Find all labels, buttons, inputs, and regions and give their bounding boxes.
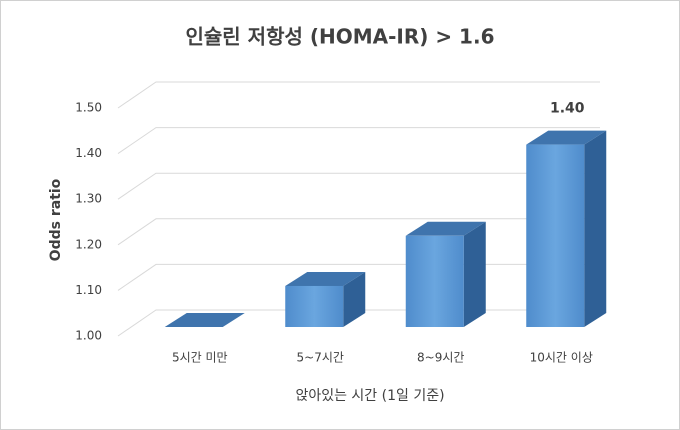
x-axis-title: 앉아있는 시간 (1일 기준) xyxy=(295,388,444,404)
x-tick-label: 10시간 이상 xyxy=(530,351,593,365)
x-tick-label: 5~7시간 xyxy=(297,351,344,365)
value-label: 1.40 xyxy=(550,101,585,117)
x-tick-label: 8~9시간 xyxy=(417,351,464,365)
bar xyxy=(164,313,245,327)
grid-line xyxy=(117,218,600,246)
bar-side xyxy=(343,271,366,327)
x-tick-label: 5시간 미만 xyxy=(172,351,228,365)
grid-line xyxy=(117,81,600,109)
bar-top xyxy=(405,221,486,236)
y-tick-label: 1.50 xyxy=(75,101,102,115)
y-axis-title: Odds ratio xyxy=(48,178,64,261)
bar-top xyxy=(526,130,607,145)
bar-side xyxy=(463,221,486,327)
bar xyxy=(526,130,607,327)
grid-line xyxy=(117,127,600,155)
bar-front xyxy=(405,235,464,327)
bar-front xyxy=(285,285,344,327)
bar-front xyxy=(526,144,585,327)
bar xyxy=(285,271,366,327)
grid-line xyxy=(117,172,600,200)
bar-top xyxy=(164,313,245,327)
bar-top xyxy=(285,271,366,286)
bar xyxy=(405,221,486,327)
chart-title: 인슐린 저항성 (HOMA-IR) > 1.6 xyxy=(186,25,495,49)
bar-side xyxy=(584,130,607,327)
y-tick-label: 1.00 xyxy=(75,329,102,343)
y-tick-label: 1.10 xyxy=(75,283,102,297)
y-tick-label: 1.30 xyxy=(75,192,102,206)
y-tick-label: 1.40 xyxy=(75,146,102,160)
y-tick-label: 1.20 xyxy=(75,237,102,251)
